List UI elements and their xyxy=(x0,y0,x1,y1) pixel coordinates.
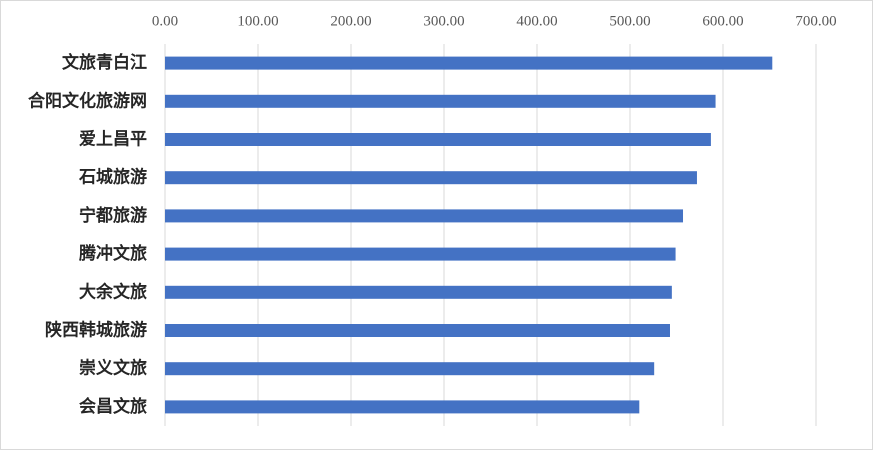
bar xyxy=(165,171,697,185)
y-tick-label: 石城旅游 xyxy=(78,167,147,188)
bar xyxy=(165,285,672,299)
y-tick-label: 陕西韩城旅游 xyxy=(45,320,147,341)
y-tick-label: 崇义文旅 xyxy=(79,358,147,379)
bar xyxy=(165,133,711,146)
y-tick-label: 会昌文旅 xyxy=(79,396,147,417)
y-tick-label: 大余文旅 xyxy=(79,281,147,302)
x-tick-label: 200.00 xyxy=(330,13,371,29)
bar xyxy=(165,324,670,337)
y-tick-label: 宁都旅游 xyxy=(79,205,147,226)
bar xyxy=(165,362,655,376)
x-tick-label: 600.00 xyxy=(702,13,743,29)
x-tick-label: 400.00 xyxy=(516,13,557,29)
y-tick-label: 文旅青白江 xyxy=(62,52,147,73)
bar xyxy=(165,56,773,70)
bar xyxy=(165,400,640,414)
y-tick-label: 腾冲文旅 xyxy=(79,243,147,264)
y-tick-label: 合阳文化旅游网 xyxy=(28,90,147,111)
bar xyxy=(165,209,684,223)
bar xyxy=(165,247,676,261)
x-tick-label: 300.00 xyxy=(423,13,464,29)
y-tick-label: 爱上昌平 xyxy=(79,129,147,150)
x-tick-label: 700.00 xyxy=(795,13,836,29)
x-tick-label: 500.00 xyxy=(609,13,650,29)
x-tick-label: 100.00 xyxy=(237,13,278,29)
bar xyxy=(165,94,716,108)
x-tick-label: 0.00 xyxy=(152,13,178,29)
